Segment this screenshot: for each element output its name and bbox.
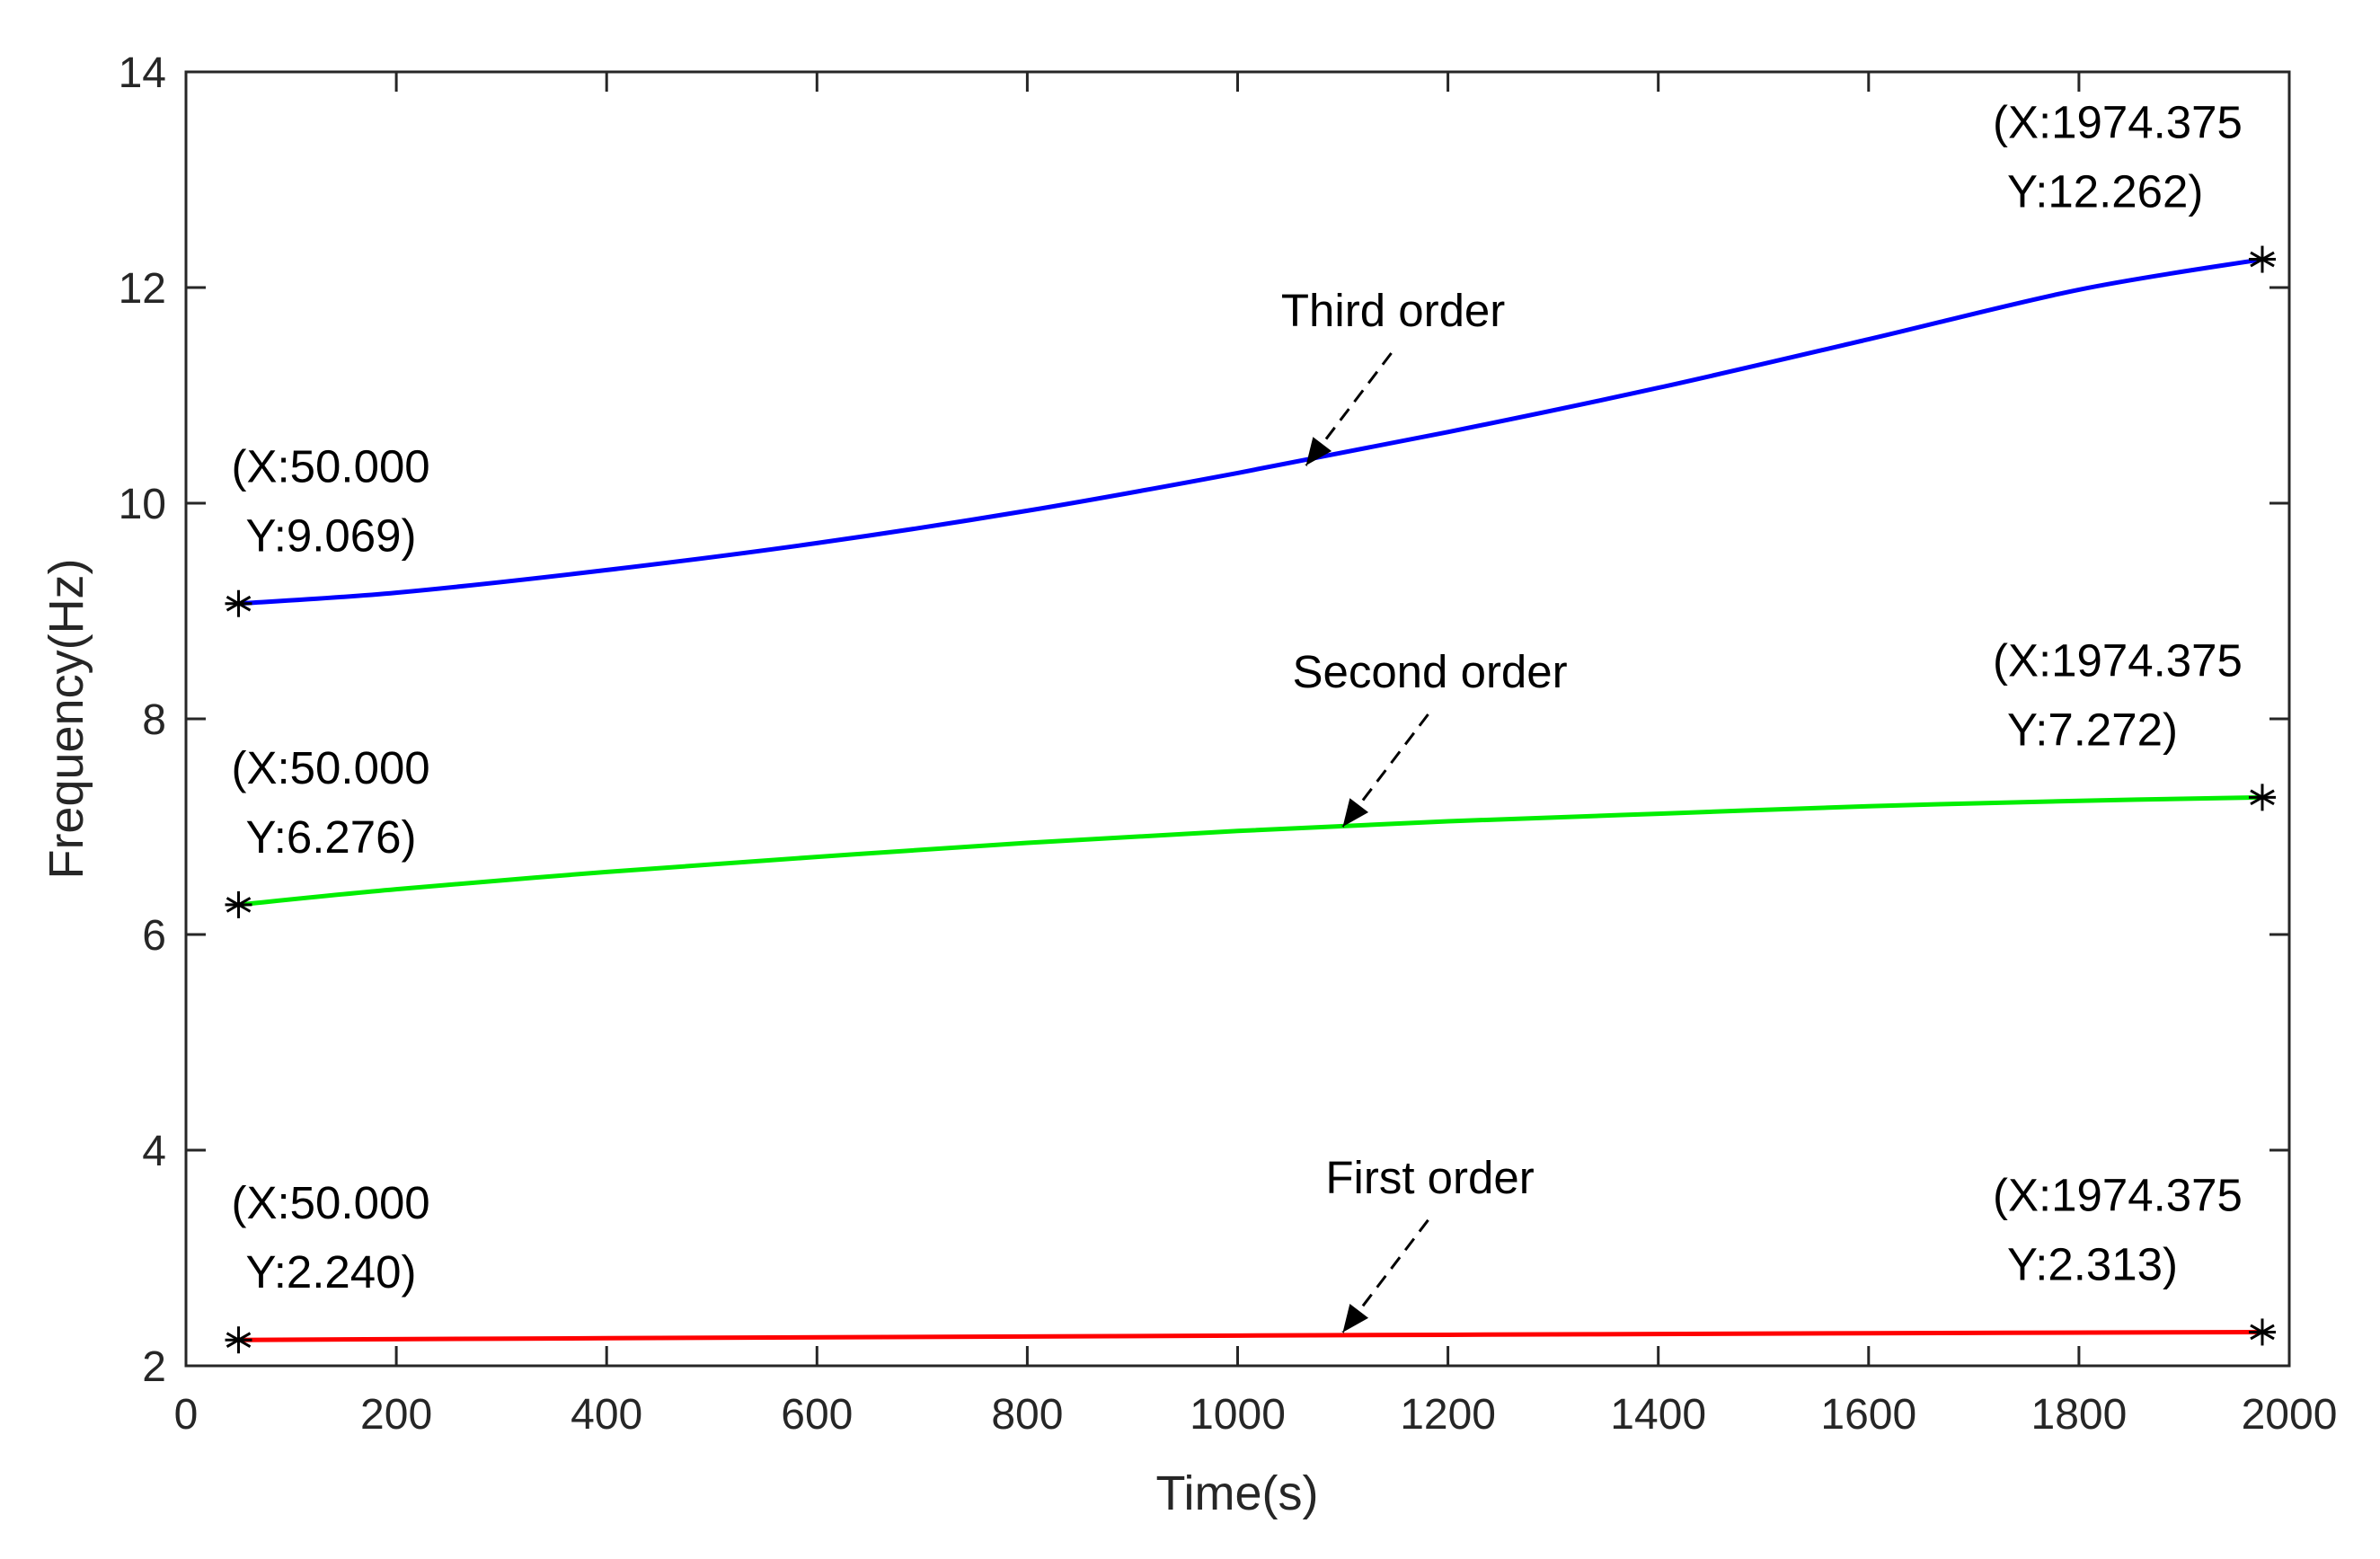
datatip-marker: [2249, 784, 2277, 811]
datatip-label: (X:1974.375 Y:7.272): [1993, 634, 2243, 755]
datatip-marker: [2249, 1318, 2277, 1346]
datatip-y-text: Y:12.262): [2007, 166, 2203, 217]
datatip-y-text: Y:2.240): [246, 1246, 417, 1298]
datatip-label: (X:50.000 Y:9.069): [232, 441, 430, 562]
datatip-marker-stroke: [2250, 1324, 2275, 1341]
x-tick-label: 1400: [1610, 1391, 1706, 1439]
datatip-x-text: (X:50.000: [232, 742, 430, 793]
datatip-x-text: (X:50.000: [232, 441, 430, 492]
series-annotation: Third order: [1281, 285, 1505, 466]
datatip-y-text: Y:2.313): [2007, 1238, 2178, 1289]
plot-area-background: [186, 72, 2289, 1366]
datatip-y-text: Y:7.272): [2007, 704, 2178, 755]
datatip-label: (X:1974.375 Y:2.313): [1993, 1169, 2243, 1289]
datatip-label: (X:50.000 Y:6.276): [232, 742, 430, 863]
annotation-arrow-head: [1305, 437, 1332, 465]
datatip-x-text: (X:1974.375: [1993, 97, 2243, 148]
series-annotation-text: Third order: [1281, 285, 1505, 336]
x-tick-label: 400: [571, 1391, 642, 1439]
annotation-arrow-head: [1342, 798, 1369, 827]
x-tick-label: 1200: [1400, 1391, 1496, 1439]
datatip-x-text: (X:50.000: [232, 1177, 430, 1228]
annotations-layer: (X:50.000Y:9.069)(X:1974.375Y:12.262)(X:…: [232, 97, 2243, 1333]
plot-area-frame: [184, 70, 2291, 1368]
datatip-y-text: Y:9.069): [246, 510, 417, 562]
markers-layer: [225, 245, 2277, 1354]
x-tick-label: 800: [991, 1391, 1063, 1439]
series-line-second-order: [238, 794, 2263, 908]
datatip-marker: [225, 890, 252, 918]
x-tick-label: 2000: [2242, 1391, 2338, 1439]
x-axis-label: Time(s): [1156, 1466, 1319, 1520]
x-tick-label: 1600: [1820, 1391, 1916, 1439]
series-annotation: First order: [1325, 1152, 1535, 1333]
y-tick-label: 8: [142, 696, 166, 744]
y-tick-label: 14: [119, 49, 166, 97]
datatip-marker-stroke: [2250, 251, 2275, 268]
x-tick-label: 200: [360, 1391, 432, 1439]
datatip-label: (X:1974.375 Y:12.262): [1993, 97, 2243, 217]
y-tick-label: 4: [142, 1128, 166, 1175]
series-layer: [238, 257, 2263, 1342]
x-tick-label: 600: [781, 1391, 853, 1439]
series-annotation: Second order: [1292, 646, 1568, 828]
y-tick-label: 6: [142, 912, 166, 960]
x-tick-label: 0: [174, 1391, 199, 1439]
datatip-marker-stroke: [2250, 789, 2275, 806]
y-axis-label: Frequency(Hz): [40, 558, 93, 879]
series-annotation-text: Second order: [1292, 646, 1567, 697]
y-tick-label: 10: [119, 481, 166, 528]
ticks-layer: 0 200 400 600 800 1000 1200 1400 1600 1800 2000 2 4 6…: [119, 49, 2338, 1439]
datatip-label: (X:50.000 Y:2.240): [232, 1177, 430, 1298]
datatip-marker-stroke: [226, 595, 252, 612]
series-line-third-order: [238, 257, 2263, 607]
datatip-marker: [225, 589, 252, 617]
series-annotation-text: First order: [1325, 1152, 1534, 1203]
datatip-marker-stroke: [226, 897, 252, 913]
datatip-marker-stroke: [226, 1332, 252, 1348]
datatip-x-text: (X:1974.375: [1993, 1169, 2243, 1220]
datatip-x-text: (X:1974.375: [1993, 634, 2243, 686]
y-tick-label: 12: [119, 265, 166, 313]
annotation-arrow-head: [1342, 1304, 1369, 1333]
y-tick-label: 2: [142, 1343, 166, 1391]
x-tick-label: 1000: [1190, 1391, 1286, 1439]
datatip-y-text: Y:6.276): [246, 811, 417, 863]
x-tick-label: 1800: [2031, 1391, 2128, 1439]
datatip-marker: [2249, 245, 2277, 273]
series-line-first-order: [238, 1329, 2263, 1342]
datatip-marker: [225, 1326, 252, 1354]
